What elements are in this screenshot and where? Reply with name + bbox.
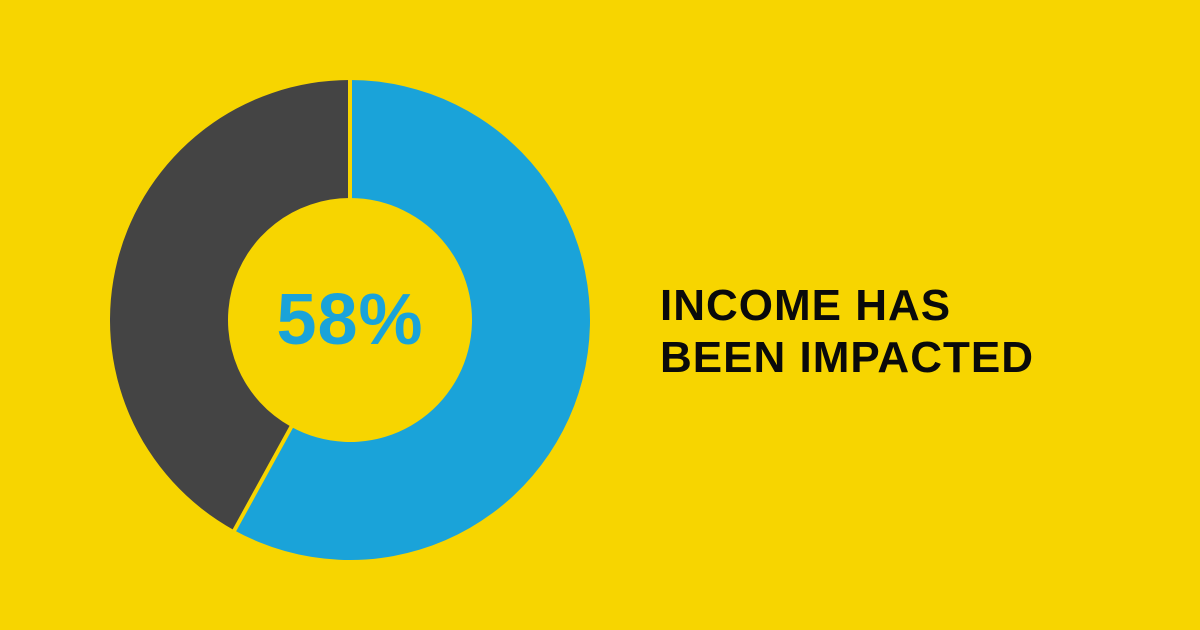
infographic-stage: 58% INCOME HAS BEEN IMPACTED [0,0,1200,630]
donut-chart: 58% [110,80,590,560]
caption-text: INCOME HAS BEEN IMPACTED [660,280,1034,384]
